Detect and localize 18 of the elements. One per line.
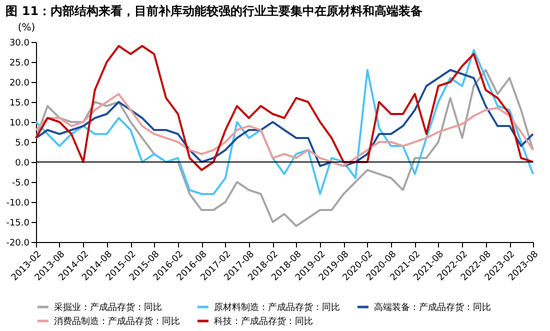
y-tick-label: 25.0 (9, 58, 30, 68)
y-tick-label: -10.0 (6, 198, 30, 208)
legend-label: 原材料制造：产成品存货：同比 (214, 302, 340, 313)
legend-label: 消费品制造：产成品存货：同比 (54, 316, 180, 327)
y-tick-label: -15.0 (6, 218, 30, 228)
y-tick-label: 15.0 (9, 98, 30, 108)
y-axis-title: (%) (18, 22, 36, 34)
y-tick-label: 5.0 (15, 138, 30, 148)
y-tick-label: 30.0 (9, 38, 30, 48)
y-tick-label: 0.0 (15, 158, 30, 168)
y-tick-label: 10.0 (9, 118, 30, 128)
legend-label: 科技：产成品存货：同比 (214, 316, 313, 327)
chart-title: 图 11：内部结构来看，目前补库动能较强的行业主要集中在原材料和高端装备 (6, 4, 423, 18)
y-tick-label: 20.0 (9, 78, 30, 88)
legend-label: 采掘业：产成品存货：同比 (54, 302, 162, 313)
y-tick-label: -20.0 (6, 238, 30, 248)
y-tick-label: -5.0 (12, 178, 30, 188)
legend-label: 高端装备：产成品存货：同比 (374, 302, 491, 313)
